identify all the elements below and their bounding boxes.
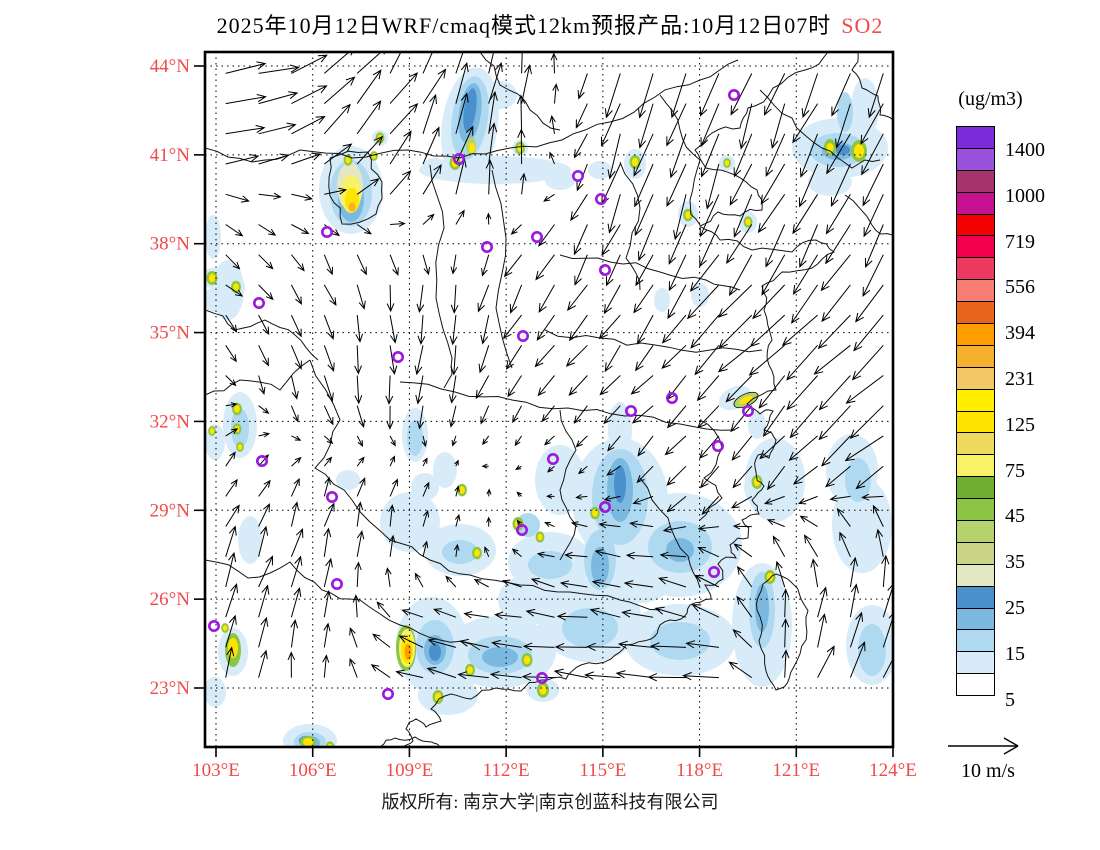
- colorbar-cell: [956, 410, 995, 434]
- colorbar-cell: [956, 520, 995, 543]
- lat-axis-label: 44°N: [150, 56, 191, 77]
- lat-axis-label: 38°N: [150, 234, 191, 255]
- colorbar-tick-label: 394: [1005, 322, 1035, 345]
- colorbar-cell: [956, 454, 995, 478]
- colorbar-cell: [956, 585, 995, 609]
- colorbar-cell: [956, 388, 995, 412]
- city-marker: [381, 687, 394, 700]
- colorbar-cell: [956, 301, 995, 325]
- wind-vector-field: [225, 52, 893, 682]
- map-frame: [203, 50, 895, 749]
- colorbar-cell: [956, 257, 995, 281]
- lat-axis-label: 35°N: [150, 323, 191, 344]
- axis-labels: 103°E 44°N 106°E 41°N 109°E 38°N 112°E 35°N 115°…: [150, 56, 917, 781]
- lat-axis-label: 23°N: [150, 678, 191, 699]
- colorbar-cell: [956, 476, 995, 500]
- colorbar-tick-label: 75: [1005, 459, 1025, 482]
- city-marker: [741, 404, 754, 417]
- city-marker: [452, 153, 465, 166]
- copyright-text: 版权所有: 南京大学|南京创蓝科技有限公司: [381, 792, 719, 812]
- city-marker: [325, 490, 338, 503]
- colorbar-cell: [956, 541, 995, 565]
- city-marker: [727, 89, 740, 102]
- colorbar-tick-label: 125: [1005, 413, 1035, 436]
- colorbar-cell: [956, 673, 995, 697]
- colorbar-tick-label: 231: [1005, 367, 1035, 390]
- so2-concentration-field: [205, 67, 893, 747]
- city-marker: [598, 263, 611, 276]
- city-marker: [624, 404, 637, 417]
- city-marker: [571, 170, 584, 183]
- wind-scale-arrow: [948, 737, 1019, 755]
- colorbar-cell: [956, 279, 995, 303]
- colorbar-cell: [956, 629, 995, 653]
- title-text: 2025年10月12日WRF/cmaq模式12km预报产品:10月12日07时: [216, 13, 832, 38]
- wind-scale-label: 10 m/s: [961, 760, 1015, 782]
- colorbar-tick-label: 15: [1005, 642, 1025, 665]
- lon-axis-label: 103°E: [192, 760, 240, 781]
- colorbar-tick-label: 25: [1005, 596, 1025, 619]
- city-marker: [255, 454, 268, 467]
- colorbar-tick-label: 5: [1005, 688, 1015, 711]
- colorbar-unit-label: (ug/m3): [958, 88, 1023, 110]
- lon-axis-label: 109°E: [386, 760, 434, 781]
- colorbar-tick-label: 1000: [1005, 184, 1045, 207]
- city-markers: [208, 89, 754, 700]
- colorbar-cell: [956, 498, 995, 522]
- page-title: 2025年10月12日WRF/cmaq模式12km预报产品:10月12日07时 S…: [0, 8, 1100, 40]
- colorbar-cell: [956, 563, 995, 587]
- lon-axis-label: 121°E: [772, 760, 820, 781]
- colorbar-cell: [956, 126, 995, 149]
- city-marker: [391, 350, 404, 363]
- colorbar-cell: [956, 169, 995, 193]
- colorbar-tick-label: 45: [1005, 505, 1025, 528]
- city-marker: [516, 329, 529, 342]
- lat-axis-label: 32°N: [150, 411, 191, 432]
- lon-axis-label: 106°E: [289, 760, 337, 781]
- city-marker: [711, 439, 724, 452]
- colorbar-cell: [956, 147, 995, 171]
- city-marker: [546, 452, 559, 465]
- city-marker: [253, 296, 266, 309]
- lon-axis-label: 115°E: [579, 760, 626, 781]
- colorbar-tick-label: 1400: [1005, 138, 1045, 161]
- colorbar-cell: [956, 191, 995, 215]
- city-marker: [330, 577, 343, 590]
- city-marker: [707, 565, 720, 578]
- colorbar-tick-label: 719: [1005, 230, 1035, 253]
- colorbar-tick-label: 556: [1005, 276, 1035, 299]
- city-marker: [665, 391, 678, 404]
- city-marker: [515, 523, 528, 536]
- city-marker: [208, 619, 221, 632]
- colorbar-cell: [956, 607, 995, 631]
- colorbar-cell: [956, 432, 995, 456]
- lon-axis-label: 124°E: [869, 760, 917, 781]
- lat-axis-label: 41°N: [150, 145, 191, 166]
- city-marker: [594, 193, 607, 206]
- city-marker: [320, 226, 333, 239]
- colorbar-cell: [956, 323, 995, 346]
- map-content: [205, 52, 893, 747]
- colorbar-cell: [956, 651, 995, 675]
- city-marker: [530, 231, 543, 244]
- city-marker: [598, 500, 611, 513]
- province-boundaries-and-coastline: [205, 52, 893, 747]
- lon-axis-label: 112°E: [483, 760, 530, 781]
- colorbar-cell: [956, 213, 995, 237]
- lat-axis-label: 29°N: [150, 500, 191, 521]
- title-species-label: SO2: [841, 13, 884, 38]
- axis-ticks: [194, 65, 894, 757]
- colorbar-cell: [956, 344, 995, 368]
- city-marker: [480, 241, 493, 254]
- city-marker: [535, 671, 548, 684]
- colorbar: [956, 126, 995, 697]
- colorbar-cell: [956, 366, 995, 390]
- colorbar-cell: [956, 235, 995, 259]
- lat-axis-label: 26°N: [150, 589, 191, 610]
- lon-axis-label: 118°E: [676, 760, 723, 781]
- colorbar-tick-label: 35: [1005, 551, 1025, 574]
